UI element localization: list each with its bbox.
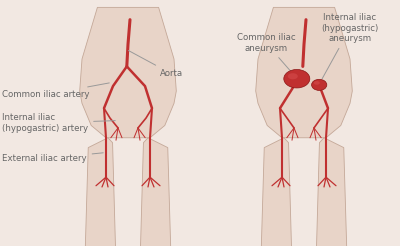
Text: External iliac artery: External iliac artery xyxy=(2,153,103,163)
Ellipse shape xyxy=(312,79,327,90)
Text: Common iliac
aneurysm: Common iliac aneurysm xyxy=(237,33,295,73)
Polygon shape xyxy=(85,138,116,246)
Polygon shape xyxy=(80,7,176,138)
Polygon shape xyxy=(256,7,352,138)
Ellipse shape xyxy=(288,73,298,79)
Polygon shape xyxy=(261,138,292,246)
Text: Common iliac artery: Common iliac artery xyxy=(2,83,109,99)
Text: Internal iliac
(hypogastric)
aneurysm: Internal iliac (hypogastric) aneurysm xyxy=(321,13,379,79)
Polygon shape xyxy=(316,138,347,246)
Polygon shape xyxy=(140,138,171,246)
Ellipse shape xyxy=(284,69,310,88)
Ellipse shape xyxy=(314,81,320,85)
Text: Internal iliac
(hypogastric) artery: Internal iliac (hypogastric) artery xyxy=(2,113,115,133)
Text: Aorta: Aorta xyxy=(128,50,183,78)
